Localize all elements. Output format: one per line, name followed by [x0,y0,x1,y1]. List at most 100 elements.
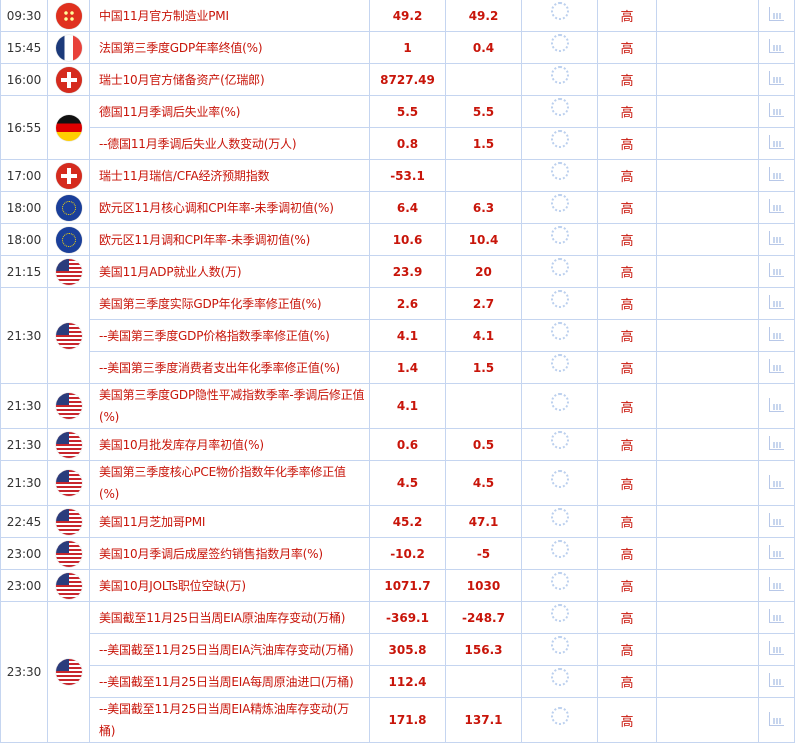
chart-icon[interactable] [769,513,784,527]
interpretation-cell [656,287,759,320]
chart-cell[interactable] [758,569,795,602]
chart-cell[interactable] [758,383,795,429]
event-name[interactable]: 瑞士10月官方储备资产(亿瑞郎) [89,63,370,96]
chart-cell[interactable] [758,223,795,256]
previous-value: 305.8 [369,633,446,666]
chart-icon[interactable] [769,71,784,85]
table-row: 23:30 美国截至11月25日当周EIA原油库存变动(万桶) -369.1 -248… [0,601,795,743]
event-name[interactable]: 德国11月季调后失业率(%) [89,95,370,128]
table-row: 21:30 美国第三季度GDP隐性平减指数季率-季调后修正值(%) 4.1 高 [0,383,795,429]
chart-cell[interactable] [758,319,795,352]
event-time: 21:30 [0,460,48,506]
chart-icon[interactable] [769,673,784,687]
chart-cell[interactable] [758,159,795,192]
chart-icon[interactable] [769,359,784,373]
event-name[interactable]: --德国11月季调后失业人数变动(万人) [89,127,370,160]
event-name[interactable]: 美国截至11月25日当周EIA原油库存变动(万桶) [89,601,370,634]
actual-cell [521,383,598,429]
chart-icon[interactable] [769,545,784,559]
event-name[interactable]: --美国第三季度消费者支出年化季率修正值(%) [89,351,370,384]
importance: 高 [597,351,657,384]
interpretation-cell [656,191,759,224]
chart-cell[interactable] [758,63,795,96]
table-row: 21:30 美国第三季度核心PCE物价指数年化季率修正值(%) 4.5 4.5 高 [0,460,795,506]
event-name[interactable]: --美国截至11月25日当周EIA精炼油库存变动(万桶) [89,697,370,743]
event-name[interactable]: 欧元区11月调和CPI年率-未季调初值(%) [89,223,370,256]
actual-cell [521,31,598,64]
loading-spinner-icon [550,130,569,148]
chart-icon[interactable] [769,609,784,623]
previous-value: 171.8 [369,697,446,743]
chart-cell[interactable] [758,633,795,666]
chart-icon[interactable] [769,167,784,181]
switzerland-flag-icon [55,66,82,93]
event-name[interactable]: 美国10月JOLTs职位空缺(万) [89,569,370,602]
chart-cell[interactable] [758,255,795,288]
previous-value: 1 [369,31,446,64]
chart-icon[interactable] [769,135,784,149]
chart-icon[interactable] [769,711,784,726]
previous-value: 1.4 [369,351,446,384]
chart-icon[interactable] [769,436,784,450]
event-name[interactable]: --美国截至11月25日当周EIA汽油库存变动(万桶) [89,633,370,666]
event-name[interactable]: 美国11月ADP就业人数(万) [89,255,370,288]
chart-cell[interactable] [758,287,795,320]
event-name[interactable]: --美国第三季度GDP价格指数季率修正值(%) [89,319,370,352]
chart-icon[interactable] [769,199,784,213]
flag-cell [47,0,90,32]
chart-cell[interactable] [758,0,795,32]
chart-cell[interactable] [758,95,795,128]
previous-value: 8727.49 [369,63,446,96]
loading-spinner-icon [550,66,569,84]
chart-cell[interactable] [758,665,795,698]
chart-cell[interactable] [758,505,795,538]
chart-cell[interactable] [758,537,795,570]
event-name[interactable]: 美国10月批发库存月率初值(%) [89,428,370,461]
event-name[interactable]: 美国10月季调后成屋签约销售指数月率(%) [89,537,370,570]
importance: 高 [597,191,657,224]
chart-cell[interactable] [758,31,795,64]
chart-cell[interactable] [758,460,795,506]
chart-icon[interactable] [769,327,784,341]
event-name[interactable]: 美国第三季度GDP隐性平减指数季率-季调后修正值(%) [89,383,370,429]
previous-value: 5.5 [369,95,446,128]
previous-value: 0.6 [369,428,446,461]
event-name[interactable]: 欧元区11月核心调和CPI年率-未季调初值(%) [89,191,370,224]
actual-cell [521,505,598,538]
event-name[interactable]: --美国截至11月25日当周EIA每周原油进口(万桶) [89,665,370,698]
table-row: --美国截至11月25日当周EIA每周原油进口(万桶) 112.4 高 [1,665,795,698]
event-name[interactable]: 法国第三季度GDP年率终值(%) [89,31,370,64]
chart-cell[interactable] [758,428,795,461]
chart-icon[interactable] [769,641,784,655]
chart-cell[interactable] [758,191,795,224]
event-name[interactable]: 美国第三季度核心PCE物价指数年化季率修正值(%) [89,460,370,506]
event-name[interactable]: 美国第三季度实际GDP年化季率修正值(%) [89,287,370,320]
event-name[interactable]: 瑞士11月瑞信/CFA经济预期指数 [89,159,370,192]
chart-icon[interactable] [769,577,784,591]
chart-cell[interactable] [758,127,795,160]
previous-value: 45.2 [369,505,446,538]
event-time: 18:00 [0,223,48,256]
chart-icon[interactable] [769,231,784,245]
china-flag-icon [55,2,82,29]
chart-icon[interactable] [769,397,784,412]
table-row: 18:00 欧元区11月核心调和CPI年率-未季调初值(%) 6.4 6.3 高 [0,191,795,224]
chart-cell[interactable] [758,697,795,743]
chart-cell[interactable] [758,601,795,634]
chart-icon[interactable] [769,263,784,277]
flag-cell [47,159,90,192]
interpretation-cell [656,0,759,32]
event-name[interactable]: 美国11月芝加哥PMI [89,505,370,538]
chart-icon[interactable] [769,295,784,309]
importance: 高 [597,287,657,320]
event-name[interactable]: 中国11月官方制造业PMI [89,0,370,32]
interpretation-cell [656,569,759,602]
importance: 高 [597,127,657,160]
chart-icon[interactable] [769,39,784,53]
loading-spinner-icon [550,431,569,449]
chart-icon[interactable] [769,103,784,117]
chart-icon[interactable] [769,474,784,489]
chart-icon[interactable] [769,7,784,21]
chart-cell[interactable] [758,351,795,384]
